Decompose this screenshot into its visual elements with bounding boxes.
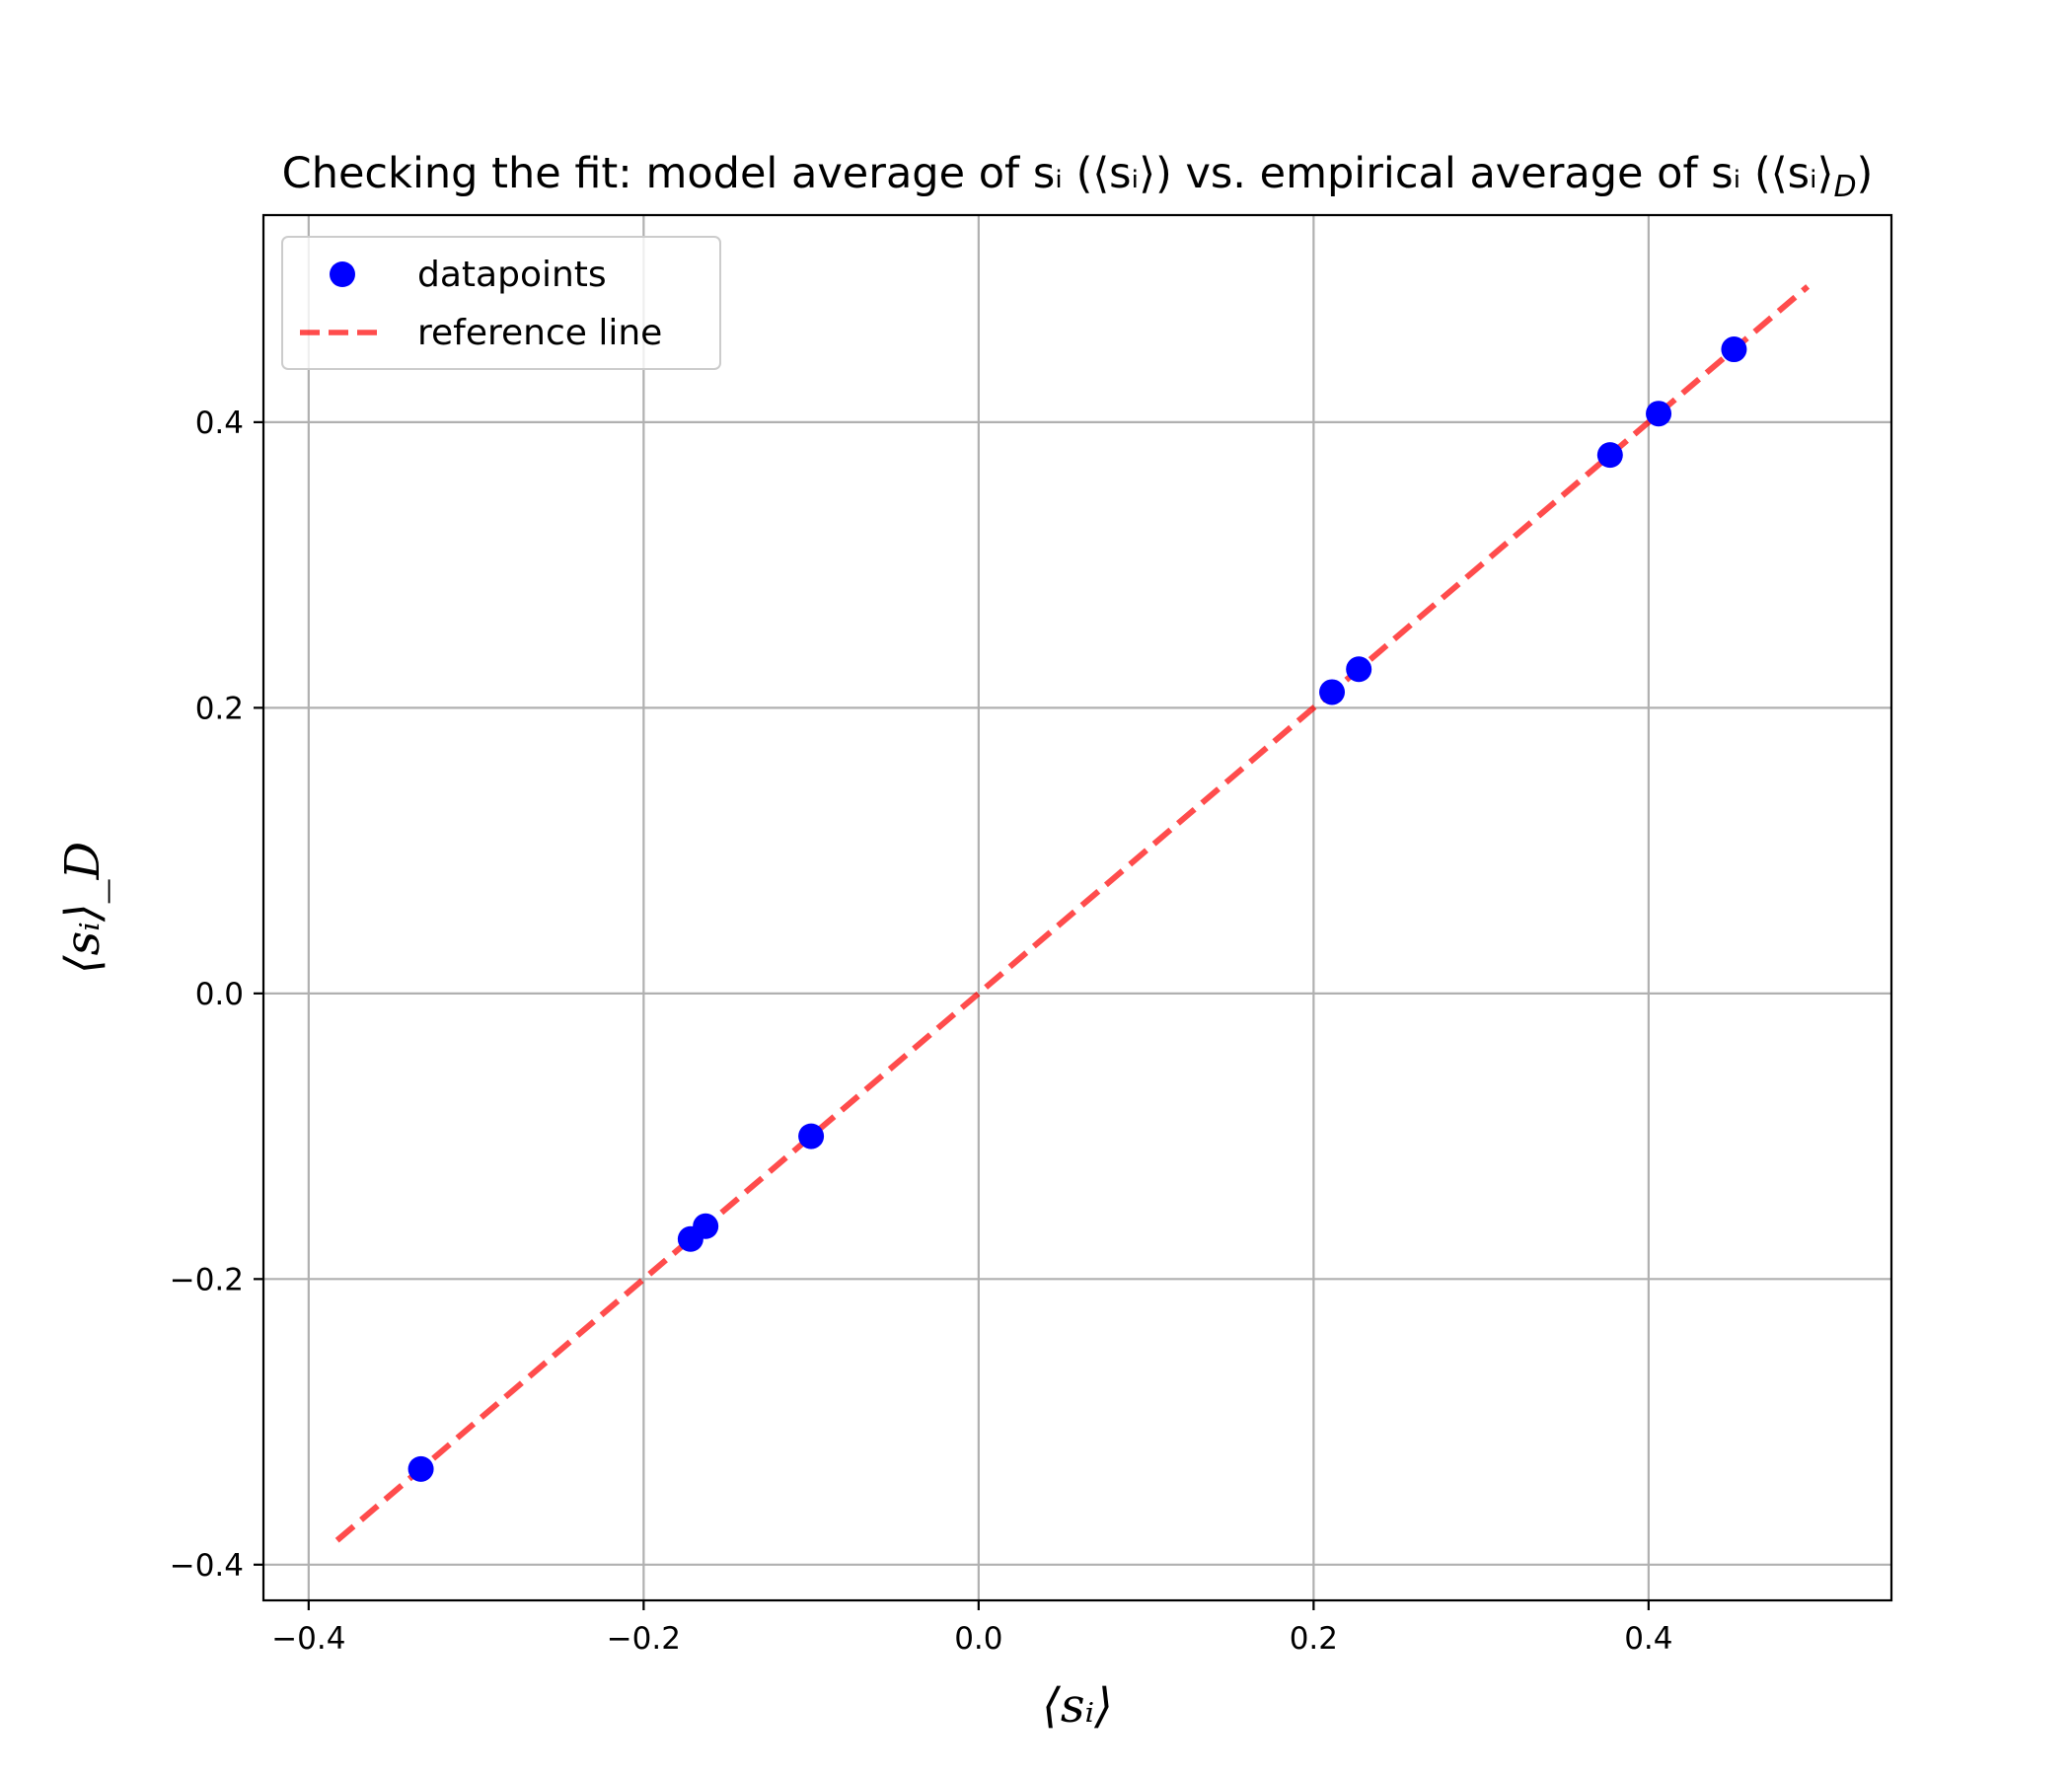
- y-tick-label: 0.2: [195, 691, 244, 726]
- y-tick-label: 0.4: [195, 406, 244, 441]
- datapoint: [1646, 401, 1672, 427]
- x-tick-label: −0.4: [271, 1621, 345, 1657]
- grid: [263, 215, 1891, 1600]
- y-tick-label: −0.4: [170, 1548, 244, 1584]
- chart-title: Checking the fit: model average of sᵢ (⟨…: [282, 149, 1874, 204]
- legend: datapoints reference line: [281, 236, 721, 370]
- datapoint: [407, 1455, 434, 1482]
- x-tick-label: 0.0: [954, 1621, 1002, 1657]
- legend-box: [281, 236, 721, 370]
- y-axis-label-text: ⟨sᵢ⟩_D: [55, 842, 111, 974]
- y-axis-label: ⟨sᵢ⟩_D: [55, 842, 111, 974]
- axis-ticks: −0.4 −0.2 0.0 0.2 0.4 −0.4 −0.2 0.0 0.2 0.4: [170, 406, 1673, 1657]
- plot-series: [334, 284, 1811, 1543]
- y-tick-label: 0.0: [195, 977, 244, 1012]
- legend-label-reference-line: reference line: [417, 313, 662, 353]
- x-tick-label: −0.2: [607, 1621, 681, 1657]
- x-axis-label-text: ⟨sᵢ⟩: [1042, 1678, 1113, 1734]
- datapoint: [1319, 679, 1346, 705]
- x-tick-label: 0.4: [1624, 1621, 1672, 1657]
- legend-marker-datapoints: [330, 261, 355, 287]
- chart-title-subscript: D: [1833, 170, 1856, 204]
- x-axis-label: ⟨sᵢ⟩: [1042, 1678, 1113, 1734]
- datapoint: [1596, 442, 1623, 469]
- datapoint: [1346, 656, 1372, 683]
- chart-title-tail: ): [1857, 149, 1874, 198]
- datapoint: [693, 1213, 719, 1239]
- datapoint: [798, 1123, 825, 1149]
- x-tick-label: 0.2: [1290, 1621, 1338, 1657]
- reference-line: [334, 284, 1811, 1543]
- datapoint: [1721, 336, 1747, 363]
- legend-label-datapoints: datapoints: [417, 255, 607, 295]
- y-tick-label: −0.2: [170, 1262, 244, 1297]
- plot-frame: [261, 213, 1893, 1602]
- chart-title-text: Checking the fit: model average of sᵢ (⟨…: [282, 149, 1834, 198]
